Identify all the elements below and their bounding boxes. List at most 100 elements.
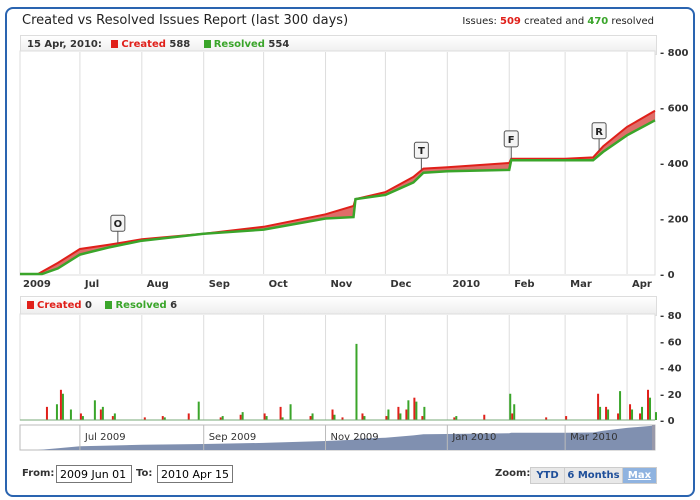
x-tick-label: Oct xyxy=(269,279,288,290)
bar-y-tick-label: - 80 xyxy=(660,311,682,322)
created-bar xyxy=(341,417,344,420)
issue-summary: Issues: 509 created and 470 resolved xyxy=(462,16,654,27)
resolved-bar xyxy=(387,409,390,420)
resolved-bar xyxy=(311,413,314,420)
legend-resolved-value: 554 xyxy=(268,39,290,50)
zoom-6months-button[interactable]: 6 Months xyxy=(564,467,623,484)
resolved-bar xyxy=(509,393,512,420)
created-bar xyxy=(263,413,266,420)
bar-y-tick-label: - 40 xyxy=(660,364,682,375)
bar-legend-resolved-value: 6 xyxy=(170,300,178,311)
navigator-handle[interactable] xyxy=(652,425,655,450)
y-tick-label: - 200 xyxy=(660,215,689,226)
resolved-bar xyxy=(113,413,116,420)
x-tick-label: Dec xyxy=(390,279,411,290)
summary-suffix: resolved xyxy=(611,16,654,27)
x-tick-label: Jul xyxy=(84,279,99,290)
flag-marker xyxy=(110,214,126,232)
created-bar xyxy=(143,417,146,420)
main-plot-area xyxy=(19,50,656,276)
created-bar xyxy=(483,414,486,420)
flag-marker xyxy=(413,141,429,159)
navigator-series xyxy=(20,425,655,450)
navigator-tick-label: Jan 2010 xyxy=(451,432,496,443)
legend-created[interactable]: Created xyxy=(121,39,166,50)
created-bar xyxy=(639,413,642,420)
resolved-swatch xyxy=(203,40,211,48)
resolved-bar xyxy=(221,416,224,420)
legend-date: 15 Apr, 2010: xyxy=(27,39,102,50)
bar-plot-area xyxy=(19,313,656,421)
zoom-ytd-button[interactable]: YTD xyxy=(530,467,565,484)
y-tick-label: - 800 xyxy=(660,48,689,59)
resolved-line xyxy=(20,119,656,276)
x-tick-label: Sep xyxy=(209,279,230,290)
flag-marker xyxy=(503,130,519,148)
from-date-input[interactable]: 2009 Jun 01 xyxy=(56,465,132,483)
from-label: From: xyxy=(22,468,55,479)
x-tick-label: Feb xyxy=(514,279,534,290)
resolved-bar xyxy=(355,343,358,420)
created-bar xyxy=(421,416,424,420)
resolved-bar xyxy=(641,406,644,420)
created-bar xyxy=(647,389,650,420)
created-bar xyxy=(59,389,62,420)
navigator-tick-label: Jul 2009 xyxy=(84,432,126,443)
resolved-bar xyxy=(599,406,602,420)
to-label: To: xyxy=(136,468,153,479)
created-bar xyxy=(239,414,242,420)
zoom-label: Zoom: xyxy=(495,468,531,479)
bar-legend-created[interactable]: Created xyxy=(37,300,82,311)
resolved-bar xyxy=(513,404,516,420)
x-tick-label: 2009 xyxy=(23,279,51,290)
to-date-input[interactable]: 2010 Apr 15 xyxy=(157,465,233,483)
created-count: 509 xyxy=(500,16,521,27)
created-bar xyxy=(111,416,114,420)
flag-label: O xyxy=(114,219,123,230)
legend-resolved[interactable]: Resolved xyxy=(213,39,265,50)
created-bar xyxy=(629,404,632,420)
resolved-bar xyxy=(619,391,622,420)
legend-created-value: 588 xyxy=(169,39,191,50)
flag-label: F xyxy=(508,135,515,146)
flag-marker xyxy=(591,122,607,140)
resolved-bar xyxy=(241,412,244,420)
zoom-max-button[interactable]: Max xyxy=(622,467,657,484)
resolved-bar xyxy=(363,416,366,420)
resolved-bar xyxy=(399,413,402,420)
created-bar xyxy=(413,397,416,420)
navigator-tick-label: Mar 2010 xyxy=(570,432,618,443)
resolved-bar xyxy=(415,401,418,420)
created-bar xyxy=(597,393,600,420)
resolved-bar xyxy=(289,404,292,420)
created-bar xyxy=(605,406,608,420)
created-line xyxy=(20,109,656,275)
x-tick-label: Apr xyxy=(632,279,652,290)
summary-middle: created and xyxy=(524,16,585,27)
created-bar xyxy=(361,413,364,420)
resolved-bar xyxy=(197,401,200,420)
created-bar xyxy=(219,417,222,420)
resolved-bar xyxy=(93,400,96,420)
resolved-bar xyxy=(281,417,284,420)
y-tick-label: - 400 xyxy=(660,159,689,170)
x-tick-label: Aug xyxy=(147,279,169,290)
navigator-tick-label: Nov 2009 xyxy=(331,432,379,443)
y-tick-label: - 0 xyxy=(660,270,675,281)
bar-y-tick-label: - 60 xyxy=(660,337,682,348)
resolved-bar xyxy=(55,404,58,420)
created-bar xyxy=(161,416,164,420)
bar-legend-resolved[interactable]: Resolved xyxy=(115,300,167,311)
summary-prefix: Issues: xyxy=(462,16,497,27)
resolved-bar xyxy=(423,406,426,420)
created-bar xyxy=(617,413,620,420)
resolved-bar xyxy=(265,416,268,420)
flag-label: R xyxy=(595,127,603,138)
x-tick-label: 2010 xyxy=(452,279,480,290)
navigator-tick-label: Sep 2009 xyxy=(209,432,256,443)
created-bar xyxy=(279,406,282,420)
page-title: Created vs Resolved Issues Report (last … xyxy=(22,13,349,28)
resolved-bar xyxy=(61,393,64,420)
resolved-bar xyxy=(69,409,72,420)
